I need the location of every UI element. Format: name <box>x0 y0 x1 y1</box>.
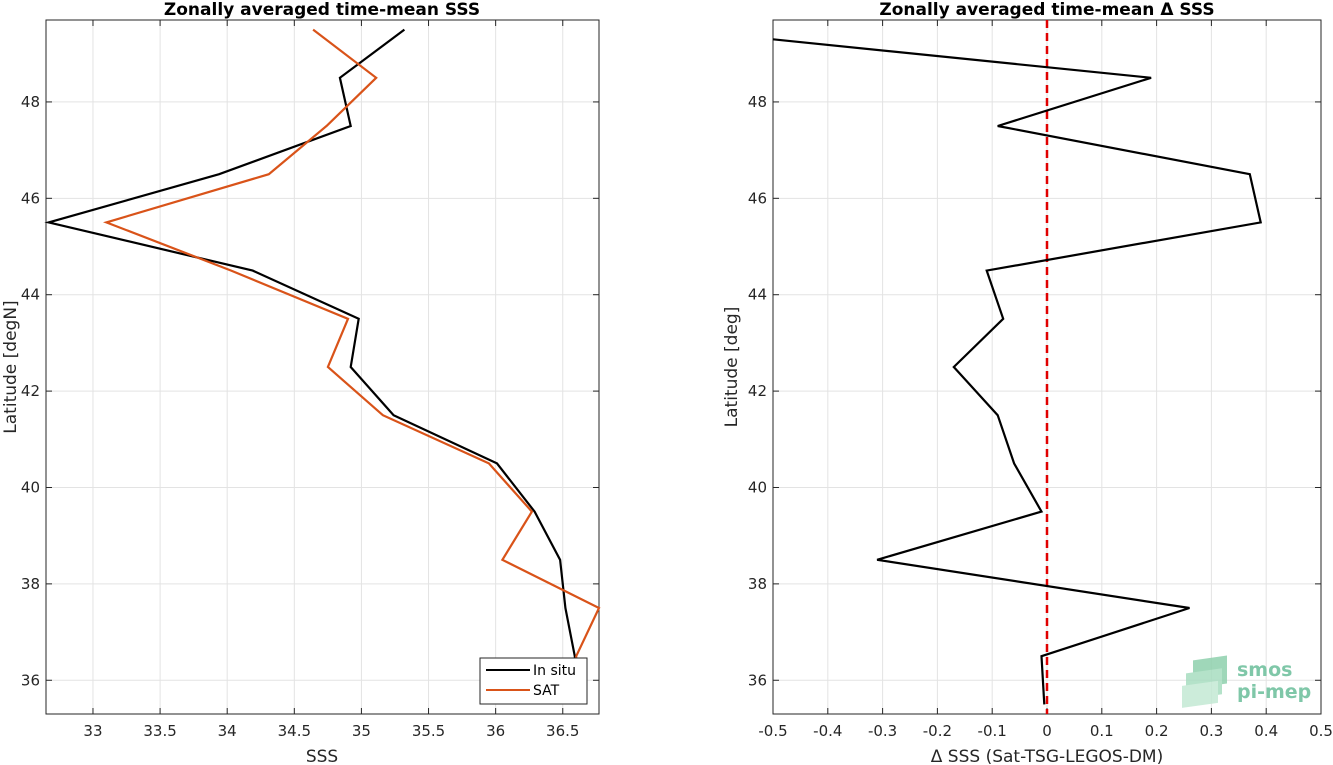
x-tick-label: 36.5 <box>546 722 579 740</box>
y-tick-label: 48 <box>21 93 40 111</box>
right-chart: -0.5 -0.4 -0.3 -0.2 -0.1 0 0.1 0.2 0.3 0.4 0.5 36 38… <box>722 0 1333 765</box>
x-tick-label: 0 <box>1042 722 1052 740</box>
y-tick-label: 48 <box>748 93 767 111</box>
right-y-axis-label: Latitude [deg] <box>722 307 742 428</box>
y-tick-label: 40 <box>748 478 767 496</box>
x-tick-label: -0.1 <box>978 722 1007 740</box>
left-chart-title: Zonally averaged time-mean SSS <box>164 0 480 20</box>
logo-icon <box>1182 655 1227 708</box>
y-tick-label: 42 <box>748 382 767 400</box>
x-tick-label: -0.5 <box>758 722 787 740</box>
y-tick-label: 46 <box>21 189 40 207</box>
logo-text-line1: smos <box>1237 659 1292 681</box>
x-tick-label: 0.5 <box>1309 722 1333 740</box>
left-series <box>44 28 601 705</box>
y-tick-label: 44 <box>21 286 40 304</box>
x-tick-label: 0.3 <box>1199 722 1223 740</box>
legend: In situ SAT <box>479 657 588 705</box>
x-tick-label: 35 <box>352 722 371 740</box>
x-tick-label: 34 <box>218 722 237 740</box>
left-y-axis-label: Latitude [degN] <box>1 300 21 433</box>
x-tick-label: 35.5 <box>412 722 445 740</box>
smos-pi-mep-logo: smos pi-mep <box>1182 655 1311 708</box>
legend-label-sat: SAT <box>533 683 560 699</box>
y-tick-label: 46 <box>748 189 767 207</box>
y-tick-label: 44 <box>748 286 767 304</box>
left-x-axis-label: SSS <box>306 747 338 765</box>
y-tick-label: 40 <box>21 478 40 496</box>
series-line-in-situ <box>44 28 579 705</box>
y-tick-label: 42 <box>21 382 40 400</box>
left-grid <box>46 20 599 714</box>
right-ticks: -0.5 -0.4 -0.3 -0.2 -0.1 0 0.1 0.2 0.3 0.4 0.5 36 38… <box>748 20 1333 740</box>
x-tick-label: 33.5 <box>143 722 176 740</box>
left-ticks: 33 33.5 34 34.5 35 35.5 36 36.5 36 38 40 42 44 46 48 <box>21 20 599 740</box>
x-tick-label: 0.2 <box>1145 722 1169 740</box>
right-x-axis-label: Δ SSS (Sat-TSG-LEGOS-DM) <box>931 747 1163 765</box>
right-chart-title: Zonally averaged time-mean Δ SSS <box>879 0 1214 20</box>
x-tick-label: -0.3 <box>868 722 897 740</box>
y-tick-label: 36 <box>748 671 767 689</box>
x-tick-label: 34.5 <box>278 722 311 740</box>
series-line-sat <box>102 28 601 705</box>
x-tick-label: -0.4 <box>813 722 842 740</box>
x-tick-label: 0.1 <box>1090 722 1114 740</box>
logo-text-line2: pi-mep <box>1237 681 1311 703</box>
y-tick-label: 36 <box>21 671 40 689</box>
right-series <box>772 20 1263 714</box>
x-tick-label: 33 <box>83 722 102 740</box>
x-tick-label: 0.4 <box>1254 722 1278 740</box>
x-tick-label: -0.2 <box>923 722 952 740</box>
legend-box <box>479 657 588 705</box>
x-tick-label: 36 <box>486 722 505 740</box>
right-grid <box>772 20 1322 714</box>
series-line-series-0 <box>772 38 1263 705</box>
left-axes-box <box>45 19 600 715</box>
y-tick-label: 38 <box>748 575 767 593</box>
y-tick-label: 38 <box>21 575 40 593</box>
left-chart: 33 33.5 34 34.5 35 35.5 36 36.5 36 38 40 42 44 46 48 Z… <box>1 0 601 765</box>
legend-label-in-situ: In situ <box>533 663 576 679</box>
